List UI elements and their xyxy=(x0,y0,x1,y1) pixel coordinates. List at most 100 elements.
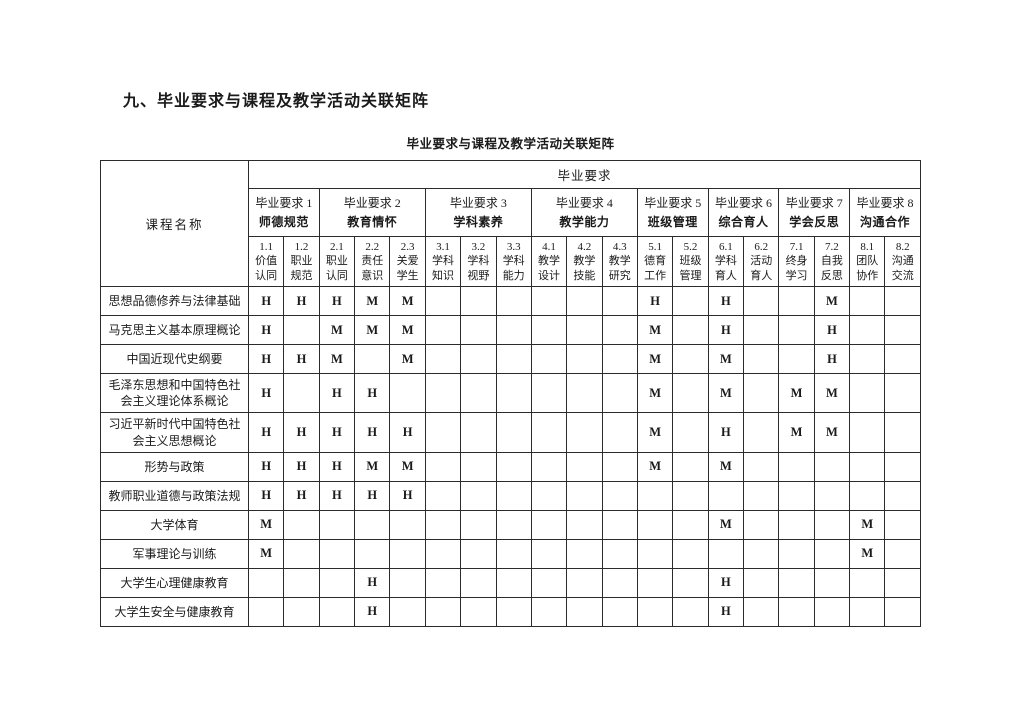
course-name-cell: 习近平新时代中国特色社会主义思想概论 xyxy=(100,412,249,453)
matrix-cell: H xyxy=(354,480,391,511)
matrix-cell xyxy=(672,412,709,453)
matrix-cell xyxy=(389,372,426,414)
matrix-cell: H xyxy=(354,372,391,414)
matrix-cell xyxy=(601,286,638,316)
matrix-cell xyxy=(530,596,568,627)
matrix-cell xyxy=(884,412,921,453)
matrix-cell xyxy=(424,509,462,540)
matrix-cell: M xyxy=(354,451,391,482)
matrix-cell: H xyxy=(707,596,745,627)
matrix-cell: H xyxy=(707,412,745,453)
matrix-cell: H xyxy=(318,412,356,453)
matrix-cell: H xyxy=(636,286,674,316)
matrix-cell xyxy=(849,315,886,345)
matrix-cell xyxy=(672,567,709,598)
matrix-cell xyxy=(566,509,603,540)
matrix-cell xyxy=(530,538,568,569)
matrix-cell xyxy=(530,480,568,511)
matrix-cell: H xyxy=(707,567,745,598)
matrix-cell xyxy=(849,286,886,316)
matrix-cell xyxy=(672,538,709,569)
matrix-cell xyxy=(495,286,532,316)
matrix-cell xyxy=(743,372,780,414)
matrix-cell: M xyxy=(389,344,426,374)
matrix-cell xyxy=(460,286,497,316)
indicator-header-3.1: 3.1 学科 知识 xyxy=(424,236,462,287)
matrix-cell xyxy=(460,596,497,627)
matrix-cell: M xyxy=(247,538,285,569)
matrix-cell xyxy=(743,480,780,511)
matrix-cell: M xyxy=(707,451,745,482)
matrix-cell xyxy=(530,567,568,598)
requirement-group-row: 毕业要求 1 师德规范 毕业要求 2 教育情怀 毕业要求 3 学科素养 毕业要求 4 教学能力… xyxy=(101,188,921,237)
course-row: 习近平新时代中国特色社会主义思想概论 H H H H H M H M M xyxy=(100,412,921,453)
matrix-cell xyxy=(460,567,497,598)
matrix-cell xyxy=(283,538,320,569)
matrix-cell xyxy=(424,538,462,569)
course-row: 大学生心理健康教育 H H xyxy=(100,567,921,598)
group-header-8: 毕业要求 8 沟通合作 xyxy=(849,188,921,237)
matrix-cell xyxy=(247,567,285,598)
matrix-cell xyxy=(636,538,674,569)
matrix-cell xyxy=(495,538,532,569)
course-row: 大学体育 M M M xyxy=(100,509,921,540)
matrix-cell: H xyxy=(283,286,320,316)
matrix-cell xyxy=(247,596,285,627)
course-row: 马克思主义基本原理概论 H M M M M H H xyxy=(100,315,921,345)
matrix-cell xyxy=(389,538,426,569)
matrix-cell xyxy=(283,596,320,627)
correlation-matrix-table: 课程名称 毕业要求 毕业要求 1 师德规范 毕业要求 2 教育情怀 毕业要求 3 学科素养… xyxy=(100,160,921,627)
matrix-cell xyxy=(849,372,886,414)
matrix-cell xyxy=(460,412,497,453)
top-header-row: 课程名称 毕业要求 xyxy=(100,160,921,287)
indicator-header-1.1: 1.1 价值 认同 xyxy=(247,236,285,287)
course-name-cell: 军事理论与训练 xyxy=(100,538,249,569)
matrix-cell xyxy=(636,567,674,598)
matrix-cell xyxy=(318,596,356,627)
matrix-cell: H xyxy=(707,286,745,316)
matrix-cell xyxy=(672,344,709,374)
matrix-cell xyxy=(424,286,462,316)
indicator-header-3.3: 3.3 学科 能力 xyxy=(495,236,532,287)
matrix-cell xyxy=(460,344,497,374)
course-name-cell: 思想品德修养与法律基础 xyxy=(100,286,249,316)
matrix-cell xyxy=(778,315,815,345)
matrix-cell xyxy=(283,509,320,540)
matrix-cell xyxy=(672,451,709,482)
matrix-cell xyxy=(884,567,921,598)
matrix-cell: H xyxy=(354,596,391,627)
matrix-cell xyxy=(672,480,709,511)
matrix-cell xyxy=(884,480,921,511)
matrix-cell xyxy=(813,480,851,511)
matrix-cell xyxy=(495,451,532,482)
matrix-cell: H xyxy=(247,412,285,453)
matrix-cell: H xyxy=(354,412,391,453)
matrix-cell xyxy=(743,538,780,569)
course-row: 大学生安全与健康教育 H H xyxy=(100,596,921,627)
matrix-cell: H xyxy=(389,480,426,511)
matrix-cell: M xyxy=(636,451,674,482)
matrix-cell xyxy=(424,451,462,482)
course-row: 中国近现代史纲要 H H M M M M H xyxy=(100,344,921,374)
matrix-cell: M xyxy=(849,538,886,569)
matrix-cell: H xyxy=(389,412,426,453)
matrix-cell xyxy=(424,372,462,414)
course-name-cell: 大学生心理健康教育 xyxy=(100,567,249,598)
matrix-cell: M xyxy=(389,286,426,316)
table-title: 毕业要求与课程及教学活动关联矩阵 xyxy=(406,137,615,151)
matrix-cell xyxy=(318,509,356,540)
matrix-cell: H xyxy=(813,344,851,374)
matrix-cell xyxy=(424,412,462,453)
matrix-cell xyxy=(354,344,391,374)
indicator-header-7.1: 7.1 终身 学习 xyxy=(778,236,815,287)
matrix-cell: H xyxy=(283,344,320,374)
matrix-cell: H xyxy=(247,480,285,511)
matrix-cell: H xyxy=(318,372,356,414)
course-row: 毛泽东思想和中国特色社会主义理论体系概论 H H H M M M M xyxy=(100,372,921,414)
indicator-header-2.1: 2.1 职业 认同 xyxy=(318,236,356,287)
matrix-cell xyxy=(778,451,815,482)
matrix-cell xyxy=(743,412,780,453)
matrix-cell xyxy=(849,412,886,453)
matrix-cell xyxy=(530,412,568,453)
matrix-cell: M xyxy=(813,372,851,414)
